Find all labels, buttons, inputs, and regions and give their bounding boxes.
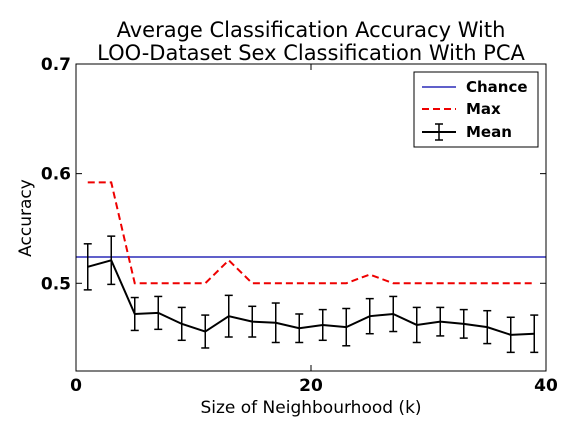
x-tick-label: 20 [299,376,323,396]
series-max-line [87,181,535,285]
legend: Chance Max Mean [413,71,539,148]
plot-area [76,181,546,354]
legend-max-label: Max [466,100,501,118]
tick-labels: 0 20 40 0.5 0.6 0.7 [41,55,558,396]
chart-title-line-1: Average Classification Accuracy With [117,18,506,42]
x-tick-label: 40 [534,376,558,396]
y-tick-label: 0.7 [41,55,71,75]
y-tick-label: 0.5 [41,274,71,294]
series-mean-line [87,259,535,336]
x-tick-label: 0 [70,376,82,396]
chart-title-line-2: LOO-Dataset Sex Classification With PCA [97,41,525,65]
y-axis-label: Accuracy [16,179,36,257]
y-tick-label: 0.6 [41,165,71,185]
x-axis-label: Size of Neighbourhood (k) [200,398,421,418]
tick-marks [75,63,547,371]
legend-mean-label: Mean [466,123,512,141]
legend-chance-label: Chance [466,78,528,96]
